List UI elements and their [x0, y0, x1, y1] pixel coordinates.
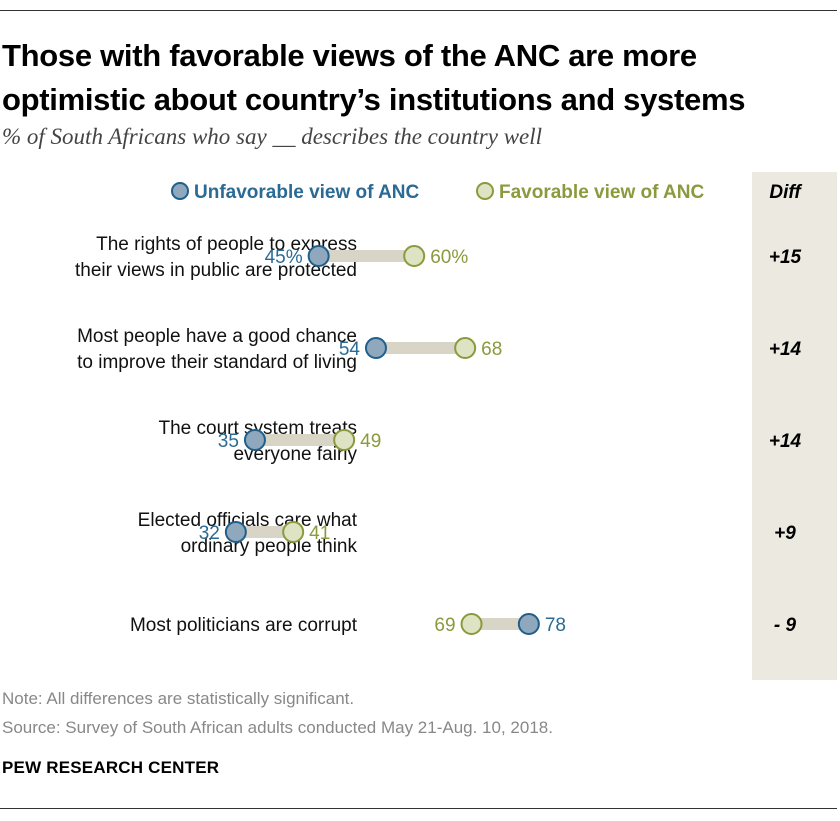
category-label: Most politicians are corrupt: [130, 615, 358, 636]
diff-value: +15: [769, 247, 802, 268]
diff-value: +9: [774, 523, 796, 544]
notes-block: Note: All differences are statistically …: [2, 684, 553, 742]
category-label: their views in public are protected: [75, 260, 357, 281]
category-label: everyone fairly: [233, 444, 357, 465]
chart-title: Those with favorable views of the ANC ar…: [2, 38, 746, 117]
unfavorable-value-label: 78: [545, 615, 566, 636]
category-label: Elected officials care what: [138, 510, 358, 531]
unfavorable-dot: [307, 245, 330, 267]
chart-rows: The rights of people to express their vie…: [75, 234, 802, 636]
category-label: ordinary people think: [181, 536, 358, 557]
unfavorable-value-label: 54: [339, 339, 361, 360]
category-label: Most people have a good chance: [77, 326, 357, 347]
favorable-dot: [454, 337, 477, 359]
unfavorable-value-label: 32: [199, 523, 220, 544]
top-rule: [0, 10, 837, 11]
bottom-rule: [0, 808, 837, 809]
source-text: Source: Survey of South African adults c…: [2, 718, 553, 737]
diff-column-band: [752, 172, 837, 680]
unfavorable-dot: [364, 337, 387, 359]
unfavorable-dot: [224, 521, 247, 543]
category-label: to improve their standard of living: [77, 352, 357, 373]
diff-value: +14: [769, 431, 802, 452]
unfavorable-dot: [517, 613, 540, 635]
unfavorable-value-label: 35: [218, 431, 239, 452]
favorable-value-label: 60%: [430, 247, 468, 268]
legend-unfavorable-marker: [171, 182, 189, 200]
diff-value: - 9: [774, 615, 797, 636]
legend-favorable-marker: [476, 182, 494, 200]
category-label: The court system treats: [158, 418, 357, 439]
legend-diff-label: Diff: [769, 182, 802, 203]
unfavorable-value-label: 45%: [265, 247, 303, 268]
favorable-value-label: 49: [360, 431, 381, 452]
unfavorable-dot: [243, 429, 266, 451]
dot-plot: Unfavorable view of ANC Favorable view o…: [75, 172, 837, 680]
legend-unfavorable-label: Unfavorable view of ANC: [194, 182, 420, 203]
note-text: Note: All differences are statistically …: [2, 689, 355, 708]
chart-subtitle: % of South Africans who say __ describes…: [2, 124, 543, 149]
category-label: The rights of people to express: [96, 234, 357, 255]
favorable-dot: [403, 245, 426, 267]
favorable-dot: [460, 613, 483, 635]
favorable-dot: [282, 521, 305, 543]
favorable-value-label: 41: [309, 523, 330, 544]
legend-favorable-label: Favorable view of ANC: [499, 182, 704, 203]
favorable-value-label: 68: [481, 339, 502, 360]
favorable-value-label: 69: [434, 615, 455, 636]
brand-logo-text: PEW RESEARCH CENTER: [2, 758, 220, 777]
diff-value: +14: [769, 339, 802, 360]
legend: Unfavorable view of ANC Favorable view o…: [171, 182, 802, 203]
favorable-dot: [333, 429, 356, 451]
